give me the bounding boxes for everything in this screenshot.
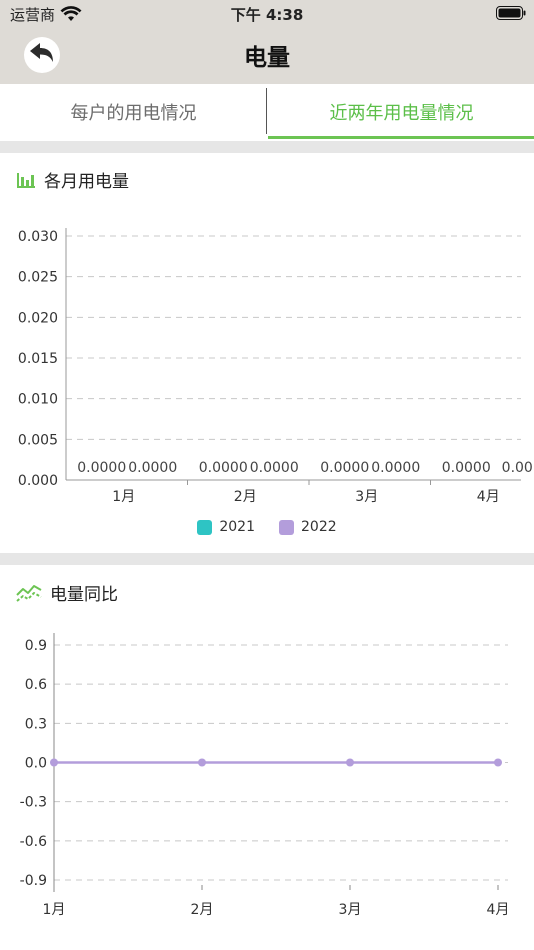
legend-label-2022: 2022 bbox=[301, 519, 337, 535]
legend-label-2021: 2021 bbox=[219, 519, 255, 535]
bar-chart-legend: 2021 2022 bbox=[0, 519, 534, 535]
y-tick-label: 0.3 bbox=[25, 716, 47, 732]
y-tick-label: 0.6 bbox=[25, 677, 47, 693]
line-point-1月 bbox=[50, 758, 58, 767]
tab-household-usage[interactable]: 每户的用电情况 bbox=[70, 103, 197, 124]
carrier-label: 运营商 bbox=[10, 6, 56, 24]
x-tick-label: 4月 bbox=[487, 902, 510, 918]
page-title: 电量 bbox=[244, 45, 290, 71]
bar-data-label: 0.00 bbox=[502, 460, 533, 476]
y-tick-label: 0.010 bbox=[18, 392, 58, 408]
bar-data-label: 0.0000 bbox=[250, 460, 299, 476]
y-tick-label: 0.020 bbox=[18, 310, 58, 326]
line-trend-icon bbox=[16, 583, 42, 603]
x-tick-label: 1月 bbox=[112, 489, 135, 505]
y-tick-label: -0.6 bbox=[20, 834, 47, 850]
tab-two-year-usage[interactable]: 近两年用电量情况 bbox=[329, 103, 474, 124]
y-tick-label: 0.005 bbox=[18, 432, 58, 448]
monthly-section-label: 各月用电量 bbox=[44, 172, 129, 192]
y-tick-label: -0.9 bbox=[20, 873, 47, 889]
section-separator bbox=[0, 553, 534, 565]
active-tab-indicator bbox=[268, 136, 534, 139]
y-tick-label: 0.025 bbox=[18, 270, 58, 286]
monthly-section-title: 各月用电量 bbox=[16, 167, 129, 192]
top-bar: 运营商 下午 4:38 电量 bbox=[0, 0, 534, 84]
bar-data-label: 0.0000 bbox=[128, 460, 177, 476]
bar-data-label: 0.0000 bbox=[442, 460, 491, 476]
legend-item-2022[interactable]: 2022 bbox=[279, 519, 337, 535]
battery-icon bbox=[496, 6, 526, 24]
clock: 下午 4:38 bbox=[230, 6, 304, 24]
bar-chart-icon bbox=[16, 171, 36, 189]
x-tick-label: 2月 bbox=[191, 902, 214, 918]
yoy-section-title: 电量同比 bbox=[16, 580, 118, 605]
x-tick-label: 1月 bbox=[43, 902, 66, 918]
legend-item-2021[interactable]: 2021 bbox=[197, 519, 255, 535]
y-tick-label: -0.3 bbox=[20, 795, 47, 811]
bar-data-label: 0.0000 bbox=[77, 460, 126, 476]
yoy-section-label: 电量同比 bbox=[50, 585, 118, 605]
bar-data-label: 0.0000 bbox=[199, 460, 248, 476]
status-bar: 运营商 下午 4:38 bbox=[0, 0, 534, 28]
wifi-icon bbox=[60, 6, 82, 26]
y-tick-label: 0.030 bbox=[18, 229, 58, 245]
yoy-line-chart: 0.9 0.6 0.3 0.0 -0.3 -0.6 -0.9 1月 2月 3月 4月 bbox=[20, 633, 510, 918]
y-tick-label: 0.0 bbox=[25, 756, 47, 772]
section-separator bbox=[0, 141, 534, 153]
tab-divider bbox=[266, 88, 267, 134]
bar-data-label: 0.0000 bbox=[371, 460, 420, 476]
back-button[interactable] bbox=[24, 37, 60, 73]
legend-swatch-2021 bbox=[197, 519, 213, 535]
line-point-3月 bbox=[346, 758, 354, 767]
line-point-2月 bbox=[198, 758, 206, 767]
y-tick-label: 0.000 bbox=[18, 473, 58, 489]
x-tick-label: 3月 bbox=[355, 489, 378, 505]
y-tick-label: 0.015 bbox=[18, 351, 58, 367]
back-arrow-icon bbox=[29, 42, 55, 68]
x-tick-label: 4月 bbox=[477, 489, 500, 505]
y-tick-label: 0.9 bbox=[25, 638, 47, 654]
tab-bar: 每户的用电情况 近两年用电量情况 bbox=[0, 84, 534, 140]
legend-swatch-2022 bbox=[279, 519, 294, 535]
line-point-4月 bbox=[494, 758, 502, 767]
bar-data-label: 0.0000 bbox=[320, 460, 369, 476]
x-tick-label: 3月 bbox=[339, 902, 362, 918]
x-tick-label: 2月 bbox=[234, 489, 257, 505]
monthly-usage-bar-chart: 0.000 0.005 0.010 0.015 0.020 0.025 0.030 1月 0.0… bbox=[18, 228, 533, 505]
